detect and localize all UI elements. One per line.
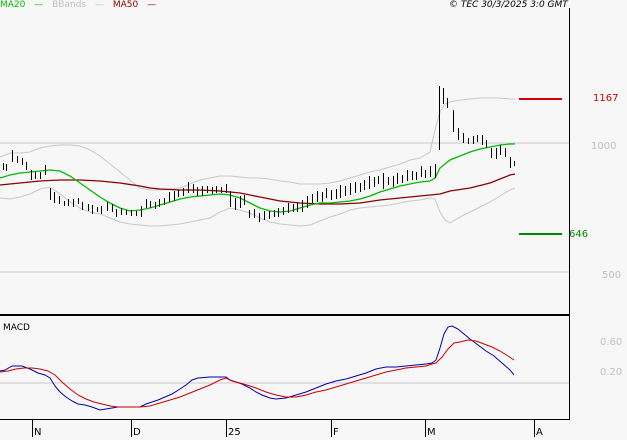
bband-lower-line: [0, 186, 516, 227]
x-label-n: N: [34, 427, 42, 438]
legend-ma50: MA50 —: [112, 0, 157, 10]
macd-line: [0, 325, 515, 411]
support-label: 646: [569, 229, 589, 240]
x-label-a: A: [536, 427, 543, 438]
ma50-line: [0, 173, 516, 205]
price-label-500: 500: [602, 270, 622, 281]
legend-bbands: BBands —: [52, 0, 104, 10]
price-label-1000: 1000: [591, 141, 617, 152]
x-label-25: 25: [228, 427, 241, 438]
chart-legend: MA20 — BBands — MA50 —: [0, 0, 162, 11]
macd-title: MACD: [3, 323, 30, 333]
resistance-label: 1167: [593, 93, 619, 104]
x-label-f: F: [333, 427, 339, 438]
price-bars: [3, 86, 515, 222]
bband-upper-line: [0, 97, 515, 191]
x-axis-ticks: [32, 419, 535, 437]
macd-label-020: 0.20: [600, 367, 623, 378]
x-label-d: D: [133, 427, 141, 438]
macd-signal-line: [0, 339, 515, 408]
x-label-m: M: [427, 427, 436, 438]
legend-ma20: MA20 —: [0, 0, 44, 10]
macd-label-060: 0.60: [600, 337, 623, 348]
copyright-text: © TEC 30/3/2025 3:0 GMT: [449, 0, 568, 10]
